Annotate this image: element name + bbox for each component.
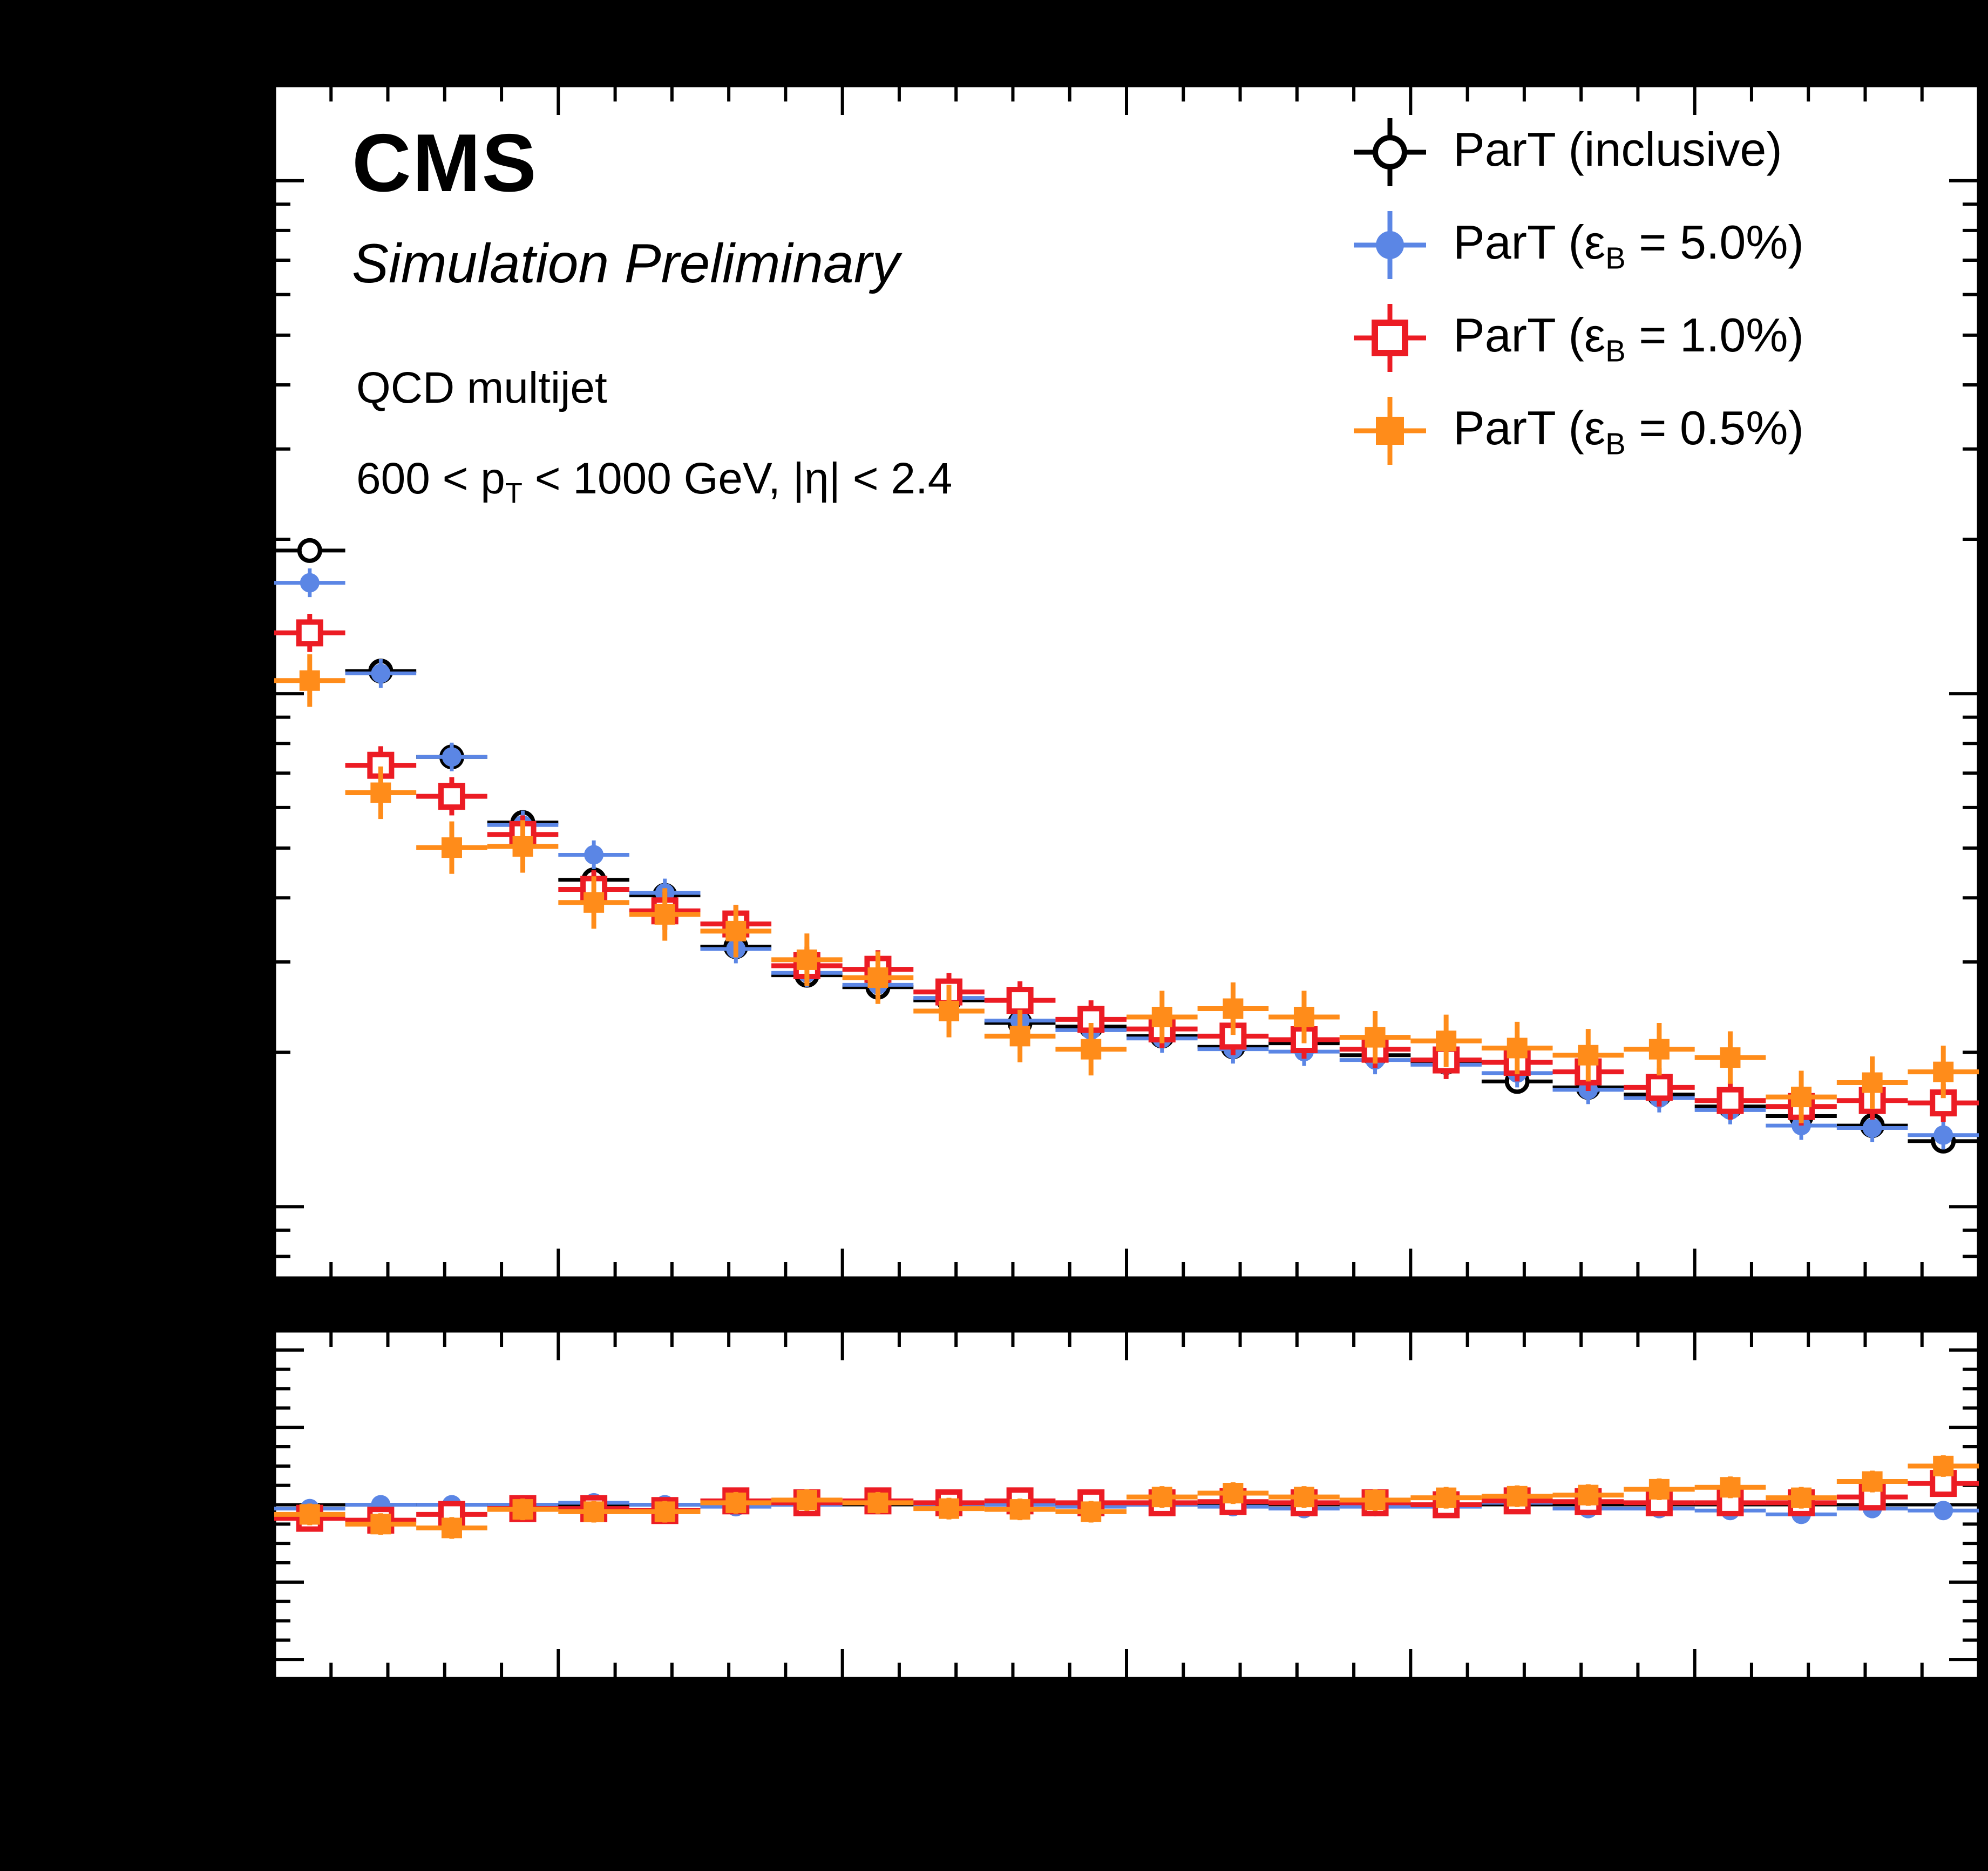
data-point (629, 888, 701, 941)
data-point (274, 654, 345, 707)
data-point (1339, 1489, 1411, 1511)
legend-label: ParT (εB = 1.0%) (1453, 308, 1804, 368)
data-point (274, 568, 345, 598)
data-point (416, 777, 487, 816)
ratio-x-ticks (329, 1331, 1924, 1679)
data-point (1481, 1021, 1553, 1075)
data-point (558, 876, 629, 929)
data-point (416, 1501, 487, 1528)
legend-marker-open-square-icon (1354, 304, 1426, 372)
experiment-label: CMS (352, 116, 538, 211)
legend-marker-filled-circle-icon (1354, 211, 1426, 279)
legend-label: ParT (εB = 0.5%) (1453, 401, 1804, 461)
data-point (1766, 1070, 1837, 1123)
data-point (771, 1489, 843, 1511)
data-point (1552, 1484, 1624, 1506)
data-point (416, 742, 487, 771)
sample-label: QCD multijet (356, 363, 607, 412)
data-point (913, 985, 985, 1038)
data-point (1055, 1501, 1127, 1523)
legend-label: ParT (inclusive) (1453, 122, 1782, 176)
data-point (1694, 1031, 1766, 1084)
data-point (1908, 1455, 1979, 1477)
data-point (1197, 1482, 1269, 1504)
data-point (1836, 1483, 1908, 1511)
data-point (1268, 991, 1340, 1043)
data-point (558, 840, 629, 869)
data-point (416, 821, 487, 874)
experiment-name: CMS (352, 117, 538, 209)
data-point (345, 1513, 417, 1535)
main-panel (272, 83, 1981, 1280)
data-point (1127, 991, 1198, 1043)
data-point (984, 1009, 1056, 1062)
data-point (416, 1517, 487, 1539)
data-point (1339, 1011, 1411, 1064)
data-point (1694, 1476, 1766, 1499)
series-filled-square-main (274, 654, 1979, 1123)
data-point (487, 1499, 559, 1521)
series-filled-square-ratio (274, 1455, 1979, 1539)
legend-item-eb-05pct: ParT (εB = 0.5%) (1349, 384, 1804, 477)
data-point (1127, 1486, 1198, 1508)
data-point (558, 1501, 629, 1523)
data-point (842, 951, 914, 1004)
data-point (274, 538, 345, 563)
legend-marker-filled-square-icon (1354, 397, 1426, 465)
data-point (1481, 1485, 1553, 1507)
data-point (1410, 1014, 1482, 1067)
data-point (700, 905, 772, 958)
legend-item-eb-1pct: ParT (εB = 1.0%) (1349, 292, 1804, 384)
legend: ParT (inclusive) ParT (εB = 5.0%) ParT (… (1349, 106, 1804, 477)
data-point (771, 933, 843, 986)
data-point (1268, 1486, 1340, 1508)
data-point (487, 820, 559, 873)
main-y-ticks (274, 179, 1979, 1258)
legend-marker-open-circle-icon (1354, 118, 1426, 186)
data-point (984, 1499, 1056, 1521)
simulation-preliminary-label: Simulation Preliminary (352, 233, 900, 294)
legend-item-inclusive: ParT (inclusive) (1349, 106, 1804, 199)
data-point (913, 1497, 985, 1520)
data-point (1836, 1056, 1908, 1109)
kinematic-selection-label: 600 < pT < 1000 GeV, |η| < 2.4 (356, 454, 953, 510)
data-point (629, 1501, 701, 1523)
data-point (1908, 1046, 1979, 1099)
main-x-ticks (329, 85, 1924, 1278)
data-point (274, 1503, 345, 1526)
data-point (1694, 1081, 1766, 1120)
data-point (345, 659, 417, 688)
data-point (1197, 982, 1269, 1035)
data-point (842, 1492, 914, 1514)
legend-item-eb-5pct: ParT (εB = 5.0%) (1349, 199, 1804, 292)
data-point (1624, 1478, 1695, 1500)
data-point (1908, 1501, 1979, 1521)
data-point (700, 1492, 772, 1514)
data-point (1055, 1023, 1127, 1076)
data-point (345, 766, 417, 819)
data-point (1836, 1470, 1908, 1493)
data-point (1908, 1121, 1979, 1150)
data-point (1624, 1023, 1695, 1076)
data-point (1552, 1029, 1624, 1082)
data-point (274, 614, 345, 652)
data-point (1766, 1487, 1837, 1509)
data-point (1410, 1487, 1482, 1509)
legend-label: ParT (εB = 5.0%) (1453, 215, 1804, 275)
